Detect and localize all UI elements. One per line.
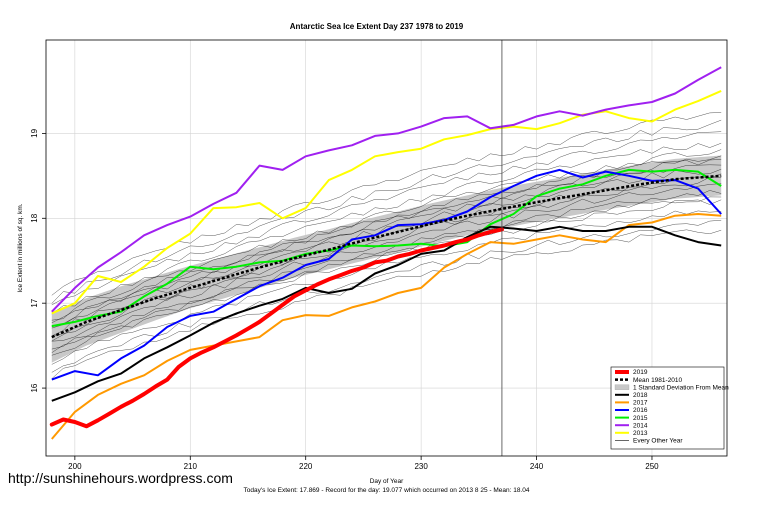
- x-tick-label: 210: [184, 462, 198, 471]
- other-year-line: [51, 168, 722, 337]
- other-years: [51, 112, 722, 379]
- other-year-line: [51, 149, 722, 321]
- series-line-2016: [51, 168, 722, 381]
- x-axis-label: Day of Year: [370, 478, 404, 485]
- series: [49, 66, 722, 440]
- y-axis-label: Ice Extent in millions of sq. km.: [17, 203, 24, 292]
- std-band: [51, 155, 722, 363]
- legend-label: 2013: [633, 430, 648, 437]
- footer-stats: Today's Ice Extent: 17.869 - Record for …: [244, 487, 530, 494]
- x-tick-label: 250: [645, 462, 659, 471]
- std-band-area: [51, 155, 722, 363]
- series-line-2013: [51, 89, 722, 315]
- other-year-line: [51, 155, 722, 324]
- other-year-line: [51, 112, 722, 296]
- x-tick-label: 200: [68, 462, 82, 471]
- legend-label: 2015: [633, 415, 648, 422]
- legend-label: 2014: [633, 422, 648, 429]
- other-year-line: [51, 219, 722, 373]
- legend-label: 2016: [633, 407, 648, 414]
- x-tick-label: 220: [299, 462, 313, 471]
- x-tick-label: 230: [414, 462, 428, 471]
- series-line-2015: [51, 168, 722, 328]
- y-tick-label: 19: [30, 128, 39, 137]
- series-line-2019: [49, 227, 504, 429]
- other-year-line: [51, 190, 722, 350]
- other-year-line: [51, 183, 722, 342]
- other-year-line: [51, 131, 722, 306]
- legend-swatch: [614, 384, 630, 390]
- legend-box: [610, 366, 725, 450]
- other-year-line: [51, 199, 722, 356]
- series-line-2018: [51, 225, 722, 402]
- legend-label: Mean 1981-2010: [633, 377, 683, 384]
- legend-label: 2017: [633, 400, 648, 407]
- series-line-mean: [51, 174, 722, 339]
- other-year-line: [51, 142, 722, 315]
- x-tick-label: 240: [530, 462, 544, 471]
- other-year-line: [51, 164, 722, 327]
- chart-title: Antarctic Sea Ice Extent Day 237 1978 to…: [290, 22, 464, 31]
- other-year-line: [51, 119, 722, 304]
- other-year-line: [51, 196, 722, 353]
- legend-label: 1 Standard Deviation From Mean: [633, 384, 729, 391]
- series-line-2017: [51, 213, 722, 440]
- series-line-2014: [51, 66, 722, 313]
- y-tick-label: 18: [30, 213, 39, 222]
- y-tick-label: 16: [30, 383, 39, 392]
- other-year-line: [51, 176, 722, 338]
- axes: 200 210 220 230 240 250 16 17 18 19: [30, 128, 659, 471]
- y-tick-label: 17: [30, 298, 39, 307]
- legend-label: 2019: [633, 369, 648, 376]
- watermark: http://sunshinehours.wordpress.com: [8, 470, 233, 486]
- plot-frame: [45, 39, 728, 457]
- legend-label: 2018: [633, 392, 648, 399]
- legend-label: Every Other Year: [633, 438, 683, 445]
- plot-area: [45, 39, 728, 457]
